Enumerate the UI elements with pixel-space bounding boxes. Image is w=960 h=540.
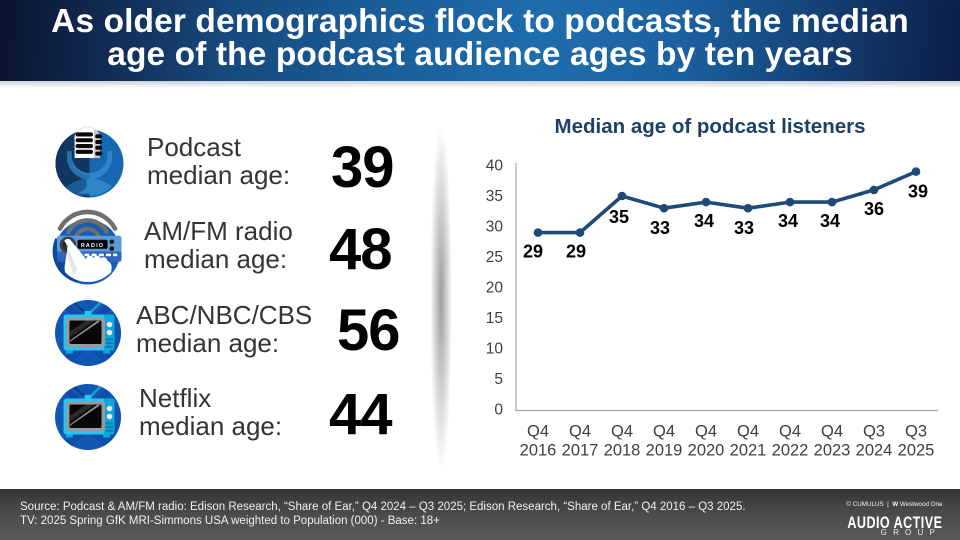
svg-text:Q4: Q4: [779, 423, 801, 441]
svg-text:2022: 2022: [772, 442, 809, 460]
svg-text:40: 40: [486, 158, 504, 175]
svg-text:2023: 2023: [814, 442, 851, 460]
svg-text:Q4: Q4: [527, 423, 549, 441]
svg-text:2019: 2019: [646, 442, 683, 460]
svg-text:10: 10: [486, 341, 504, 358]
svg-text:2024: 2024: [856, 442, 893, 460]
svg-text:29: 29: [523, 242, 543, 262]
svg-text:2018: 2018: [604, 442, 641, 460]
svg-text:Q3: Q3: [905, 423, 927, 441]
svg-text:Q4: Q4: [611, 423, 633, 441]
svg-text:Q3: Q3: [863, 423, 885, 441]
svg-text:RADIO: RADIO: [81, 243, 104, 249]
svg-text:Q4: Q4: [695, 423, 717, 441]
svg-text:2017: 2017: [562, 442, 599, 460]
svg-text:Q4: Q4: [569, 423, 591, 441]
svg-text:Q4: Q4: [737, 423, 759, 441]
svg-text:25: 25: [486, 249, 503, 266]
svg-text:2020: 2020: [688, 442, 725, 460]
svg-text:36: 36: [864, 199, 884, 219]
svg-text:34: 34: [694, 211, 714, 231]
svg-text:39: 39: [908, 182, 928, 202]
svg-text:30: 30: [486, 219, 504, 236]
svg-text:33: 33: [650, 218, 670, 238]
svg-text:34: 34: [820, 211, 840, 231]
svg-text:34: 34: [778, 211, 798, 231]
svg-text:15: 15: [486, 310, 503, 327]
svg-text:5: 5: [494, 371, 503, 388]
svg-text:Q4: Q4: [821, 423, 843, 441]
svg-text:35: 35: [486, 188, 503, 205]
svg-text:35: 35: [609, 207, 629, 227]
svg-text:2025: 2025: [898, 442, 935, 460]
svg-text:2016: 2016: [520, 442, 557, 460]
svg-text:20: 20: [486, 280, 504, 297]
svg-text:Q4: Q4: [653, 423, 675, 441]
svg-text:2021: 2021: [730, 442, 767, 460]
svg-text:0: 0: [494, 402, 503, 419]
svg-text:33: 33: [734, 218, 754, 238]
svg-text:29: 29: [566, 242, 586, 262]
